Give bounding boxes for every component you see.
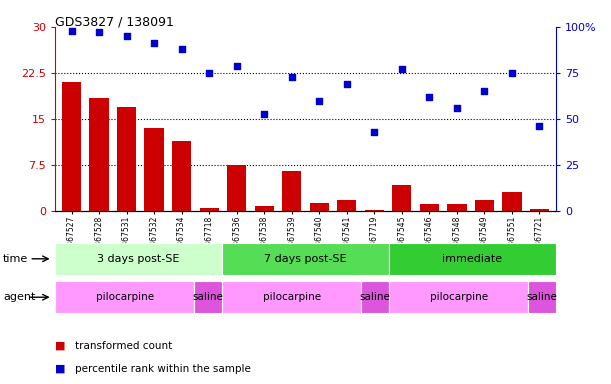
Bar — [55, 243, 222, 275]
Bar — [365, 210, 384, 211]
Bar — [200, 208, 219, 211]
Point — [452, 105, 462, 111]
Point — [397, 66, 407, 72]
Bar — [227, 165, 246, 211]
Bar — [420, 204, 439, 211]
Bar — [194, 281, 222, 313]
Bar — [310, 203, 329, 211]
Point — [67, 28, 76, 34]
Bar — [392, 185, 411, 211]
Text: 3 days post-SE: 3 days post-SE — [97, 254, 180, 264]
Text: immediate: immediate — [442, 254, 503, 264]
Point — [204, 70, 214, 76]
Text: ■: ■ — [55, 364, 65, 374]
Bar — [55, 281, 194, 313]
Point — [315, 98, 324, 104]
Bar — [528, 281, 556, 313]
Bar — [117, 107, 136, 211]
Text: transformed count: transformed count — [75, 341, 172, 351]
Bar — [222, 243, 389, 275]
Point — [480, 88, 489, 94]
Point — [370, 129, 379, 135]
Point — [232, 63, 241, 69]
Bar — [222, 281, 361, 313]
Bar — [389, 243, 556, 275]
Bar — [361, 281, 389, 313]
Bar — [502, 192, 522, 211]
Text: saline: saline — [360, 292, 390, 302]
Text: agent: agent — [3, 292, 35, 302]
Point — [287, 74, 296, 80]
Point — [259, 111, 269, 117]
Bar — [282, 171, 301, 211]
Bar — [144, 128, 164, 211]
Point — [507, 70, 517, 76]
Text: percentile rank within the sample: percentile rank within the sample — [75, 364, 251, 374]
Text: pilocarpine: pilocarpine — [263, 292, 321, 302]
Bar — [389, 281, 528, 313]
Point — [342, 81, 352, 87]
Text: saline: saline — [192, 292, 224, 302]
Text: GDS3827 / 138091: GDS3827 / 138091 — [55, 15, 174, 28]
Point — [177, 46, 186, 52]
Text: saline: saline — [527, 292, 557, 302]
Text: 7 days post-SE: 7 days post-SE — [264, 254, 347, 264]
Text: pilocarpine: pilocarpine — [430, 292, 488, 302]
Bar — [172, 141, 191, 211]
Bar — [530, 209, 549, 211]
Point — [535, 123, 544, 129]
Point — [122, 33, 131, 39]
Text: ■: ■ — [55, 341, 65, 351]
Point — [149, 40, 159, 46]
Text: pilocarpine: pilocarpine — [95, 292, 153, 302]
Text: time: time — [3, 254, 28, 264]
Bar — [255, 206, 274, 211]
Bar — [89, 98, 109, 211]
Bar — [447, 204, 467, 211]
Bar — [337, 200, 356, 211]
Point — [94, 29, 104, 35]
Bar — [62, 82, 81, 211]
Point — [425, 94, 434, 100]
Bar — [475, 200, 494, 211]
